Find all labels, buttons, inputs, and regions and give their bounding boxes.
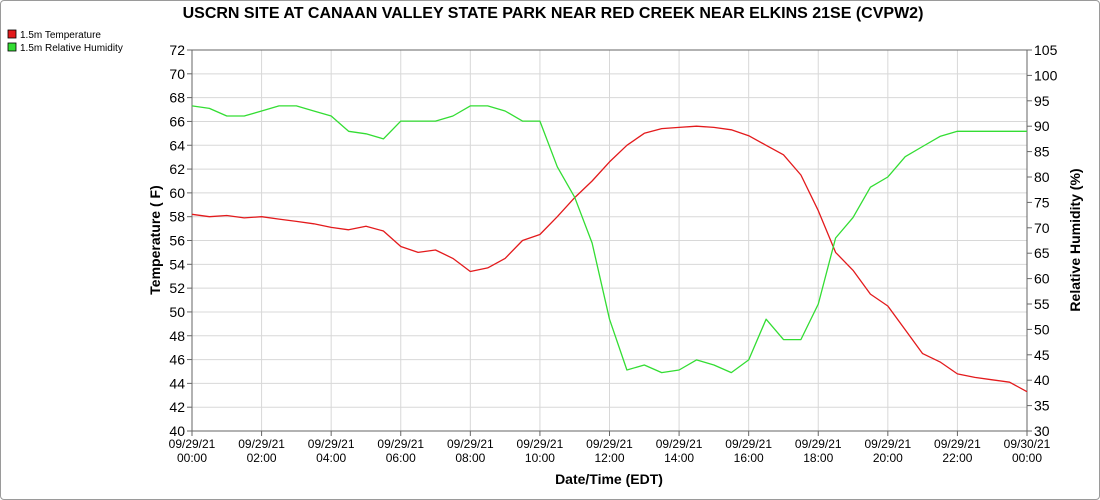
legend-label: 1.5m Relative Humidity (20, 43, 123, 54)
x-tick-time: 20:00 (873, 451, 903, 465)
y-tick-label: 48 (169, 328, 185, 344)
y-tick-label: 70 (169, 66, 185, 82)
y-tick-label: 60 (169, 185, 185, 201)
y2-axis-title: Relative Humidity (%) (1067, 168, 1083, 311)
x-tick-time: 18:00 (803, 451, 833, 465)
temperature-series-line (191, 125, 1028, 393)
y2-tick-label: 70 (1034, 220, 1050, 236)
x-ticks: 09/29/2100:0009/29/2102:0009/29/2104:000… (169, 431, 1051, 465)
x-tick-time: 00:00 (177, 451, 207, 465)
humidity-series-line (191, 105, 1027, 374)
y2-tick-label: 50 (1034, 321, 1050, 337)
y2-tick-label: 30 (1034, 423, 1050, 439)
y-tick-label: 62 (169, 161, 185, 177)
y2-tick-label: 100 (1034, 67, 1058, 83)
y2-tick-label: 75 (1034, 194, 1050, 210)
y2-tick-label: 65 (1034, 245, 1050, 261)
x-tick-date: 09/29/21 (656, 437, 703, 451)
x-tick-date: 09/29/21 (517, 437, 564, 451)
y-tick-label: 42 (169, 399, 185, 415)
x-tick-date: 09/29/21 (864, 437, 911, 451)
y-tick-label: 46 (169, 352, 185, 368)
x-tick-time: 12:00 (594, 451, 624, 465)
x-tick-date: 09/29/21 (934, 437, 981, 451)
y-axis-title: Temperature ( F) (147, 185, 163, 294)
y-tick-label: 58 (169, 209, 185, 225)
x-tick-time: 06:00 (386, 451, 416, 465)
y2-tick-label: 90 (1034, 118, 1050, 134)
y2-tick-label: 80 (1034, 169, 1050, 185)
legend-label: 1.5m Temperature (20, 30, 101, 41)
x-tick-date: 09/29/21 (238, 437, 285, 451)
y-tick-label: 54 (169, 256, 185, 272)
legend: 1.5m Temperature 1.5m Relative Humidity (7, 29, 123, 54)
legend-swatch (7, 42, 17, 52)
x-tick-date: 09/30/21 (1004, 437, 1051, 451)
y2-tick-label: 45 (1034, 347, 1050, 363)
x-tick-time: 04:00 (316, 451, 346, 465)
x-tick-time: 16:00 (734, 451, 764, 465)
y2-tick-label: 60 (1034, 271, 1050, 287)
left-y-ticks: 40 42 44 46 48 50 52 54 56 58 60 62 64 66 68 70 72 (169, 42, 192, 439)
y-tick-label: 64 (169, 137, 185, 153)
y-tick-label: 68 (169, 90, 185, 106)
x-tick-date: 09/29/21 (308, 437, 355, 451)
x-tick-time: 14:00 (664, 451, 694, 465)
series-lines (191, 105, 1028, 393)
x-tick-time: 08:00 (455, 451, 485, 465)
x-tick-date: 09/29/21 (169, 437, 216, 451)
x-tick-time: 10:00 (525, 451, 555, 465)
y-tick-label: 56 (169, 233, 185, 249)
y-tick-label: 52 (169, 280, 185, 296)
grid-lines (191, 49, 1028, 432)
x-tick-date: 09/29/21 (377, 437, 424, 451)
y2-tick-label: 35 (1034, 398, 1050, 414)
x-tick-time: 02:00 (247, 451, 277, 465)
x-tick-date: 09/29/21 (725, 437, 772, 451)
y2-tick-label: 85 (1034, 144, 1050, 160)
y-tick-label: 72 (169, 42, 185, 58)
y-tick-label: 66 (169, 113, 185, 129)
x-tick-time: 00:00 (1012, 451, 1042, 465)
y2-tick-label: 40 (1034, 372, 1050, 388)
y2-tick-label: 55 (1034, 296, 1050, 312)
y2-tick-label: 95 (1034, 93, 1050, 109)
x-tick-date: 09/29/21 (795, 437, 842, 451)
x-tick-date: 09/29/21 (586, 437, 633, 451)
y-tick-label: 44 (169, 375, 185, 391)
right-y-ticks: 30 35 40 45 50 55 60 65 70 75 80 85 90 95 100 105 (1027, 42, 1058, 439)
x-axis-title: Date/Time (EDT) (555, 471, 663, 487)
x-tick-time: 22:00 (942, 451, 972, 465)
legend-swatch (7, 29, 17, 39)
chart-title: USCRN SITE AT CANAAN VALLEY STATE PARK N… (183, 5, 924, 22)
x-tick-date: 09/29/21 (447, 437, 494, 451)
y-tick-label: 50 (169, 304, 185, 320)
y2-tick-label: 105 (1034, 42, 1058, 58)
y-tick-label: 40 (169, 423, 185, 439)
